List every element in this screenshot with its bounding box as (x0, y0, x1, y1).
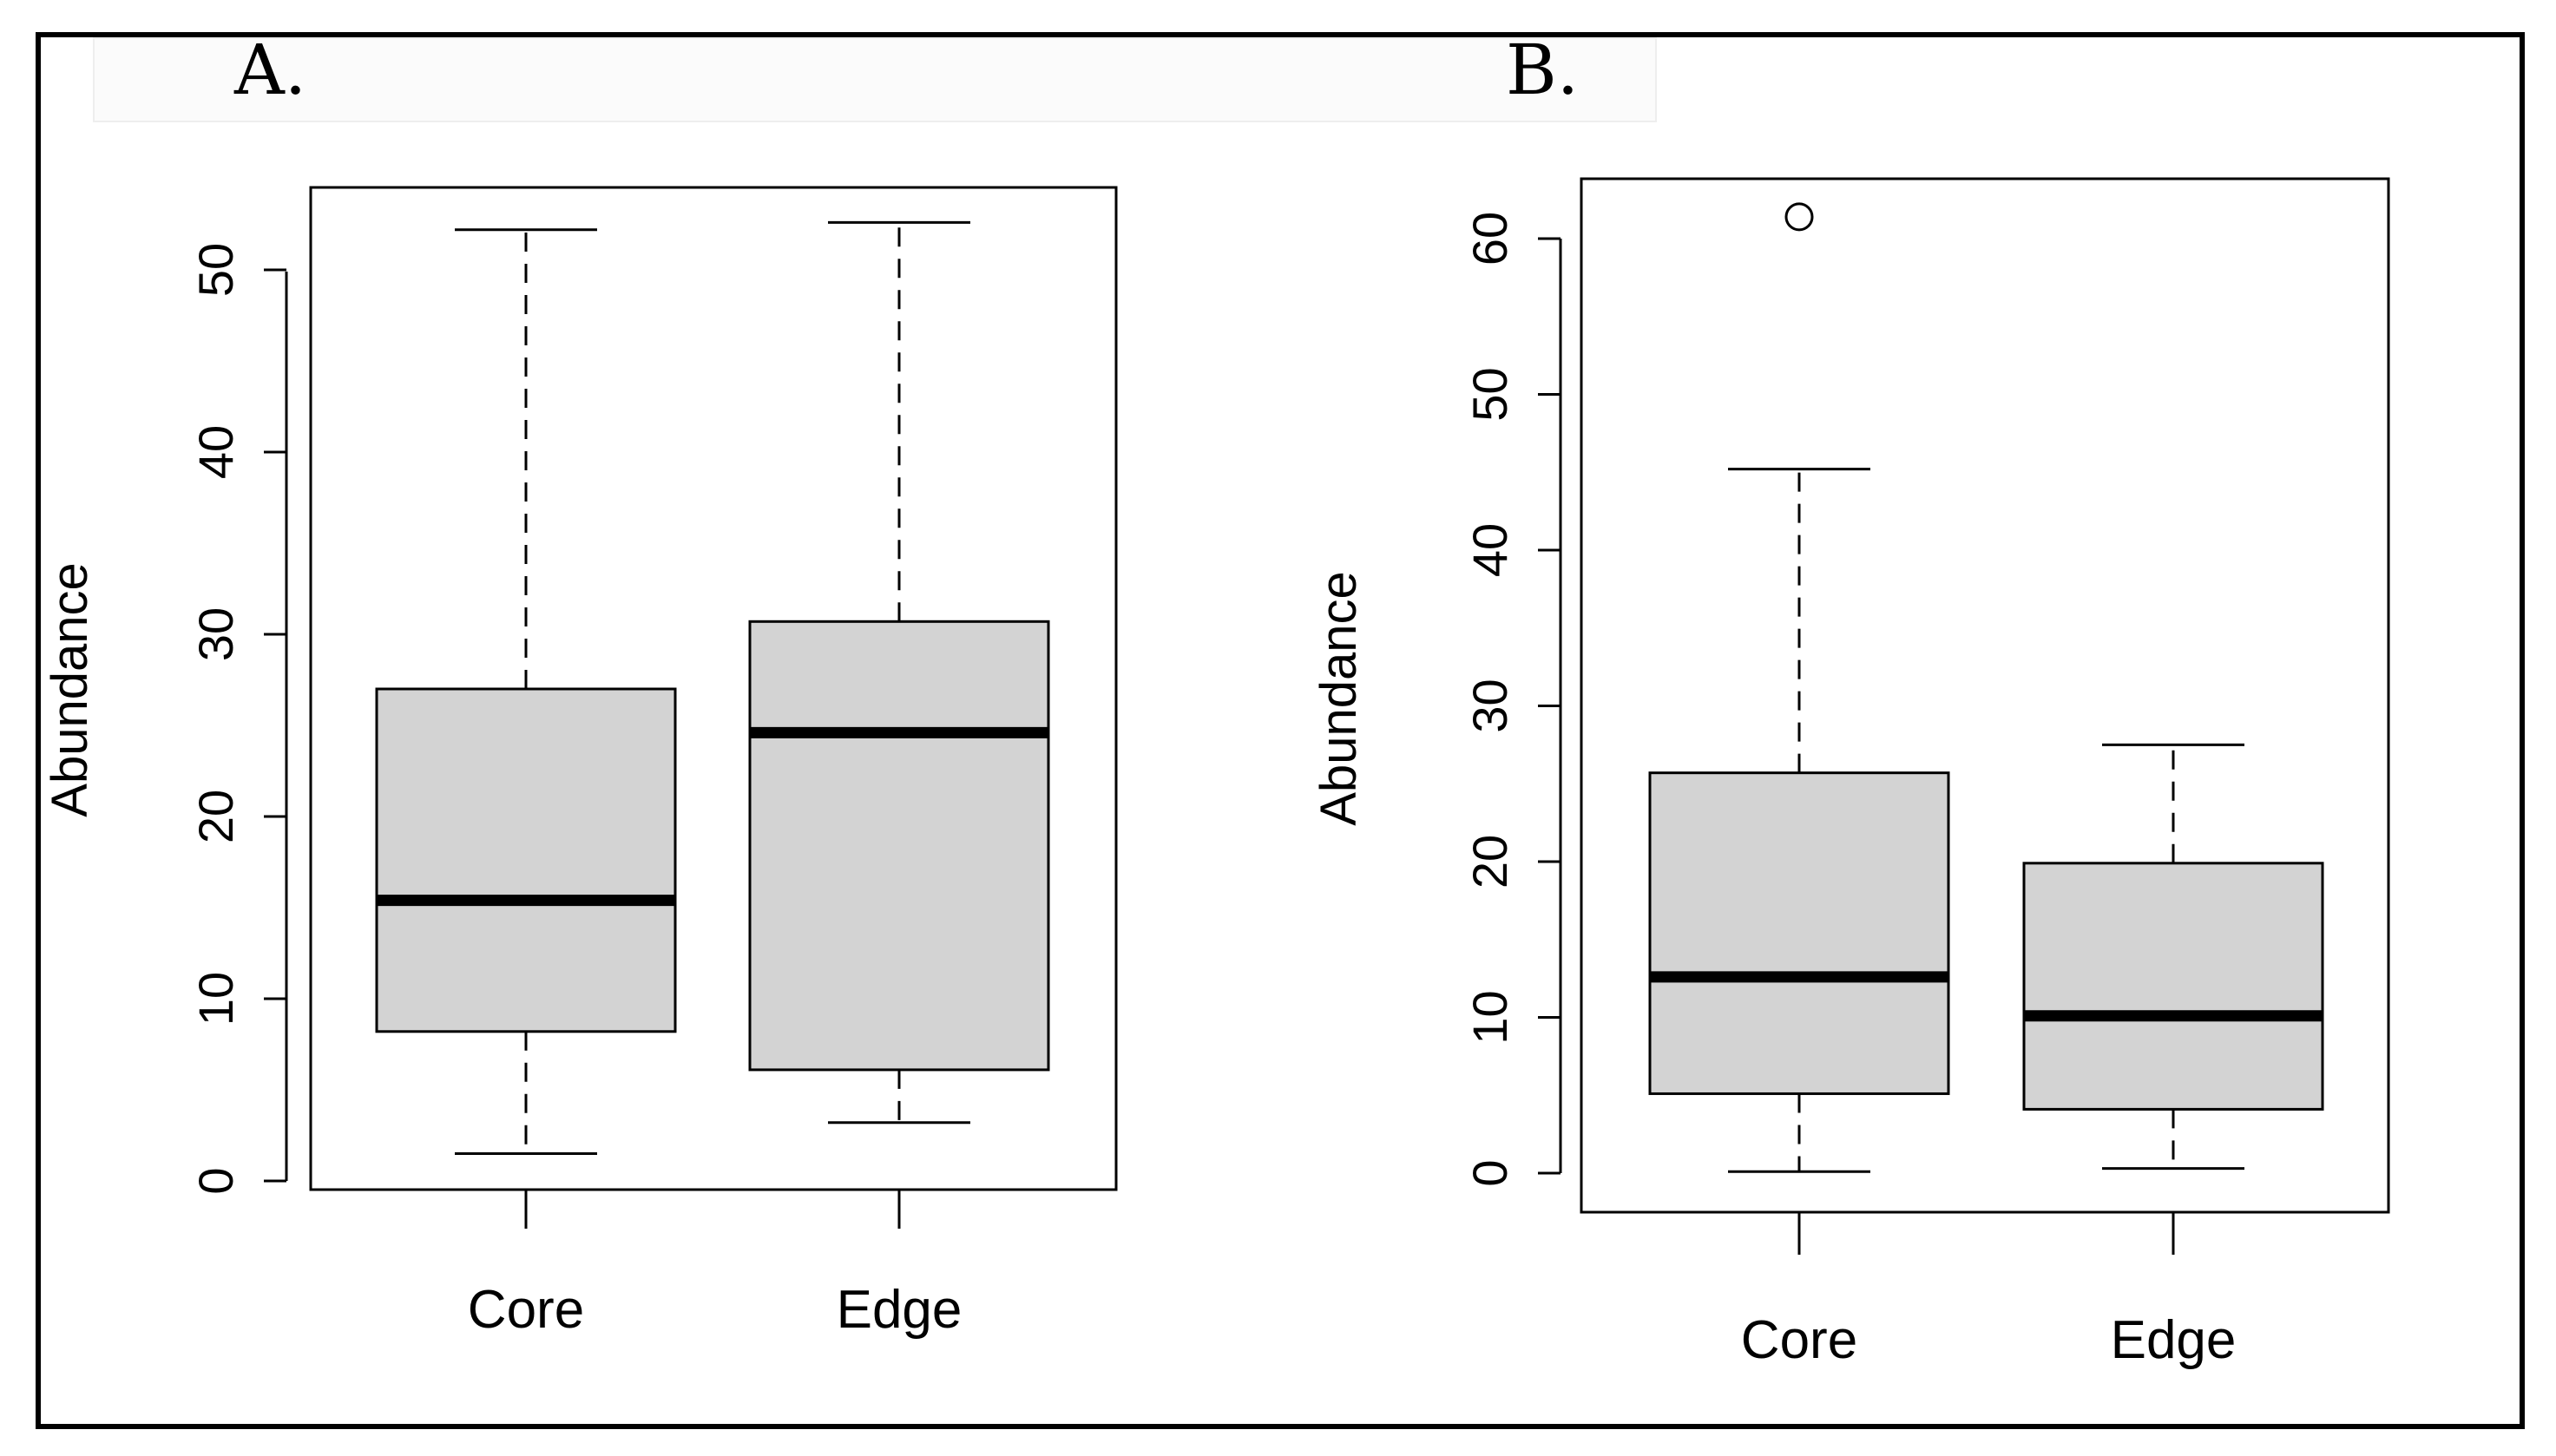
x-category-label: Edge (2111, 1310, 2237, 1370)
y-tick-label: 0 (1462, 1159, 1517, 1186)
y-tick-label: 20 (1462, 835, 1517, 889)
box-core (375, 687, 677, 1033)
x-category-label: Core (1741, 1310, 1857, 1370)
y-tick-label: 10 (188, 972, 243, 1026)
y-tick-label: 50 (1462, 367, 1517, 421)
panel-letter: B. (1506, 30, 1579, 110)
y-tick-label: 30 (188, 607, 243, 661)
y-tick-label: 30 (1462, 679, 1517, 732)
panel-b: B. 0 10 20 30 40 50 60 Abundance Core Edge (1311, 30, 2390, 1370)
y-tick-label: 0 (188, 1167, 243, 1194)
y-tick-label: 10 (1462, 990, 1517, 1044)
y-tick-label: 40 (1462, 523, 1517, 577)
panel-a: A. 0 10 20 30 40 50 Abundance Core Edge (42, 30, 1118, 1340)
outlier-point (1784, 202, 1814, 232)
y-axis-title: Abundance (42, 562, 98, 817)
y-axis-title: Abundance (1311, 571, 1367, 825)
x-category-label: Edge (837, 1280, 963, 1340)
outer-frame (36, 32, 2525, 1429)
y-tick-label: 40 (188, 425, 243, 479)
plot-frame (309, 186, 1118, 1191)
box-edge (748, 620, 1050, 1072)
box-edge (2022, 862, 2324, 1111)
box-core (1648, 771, 1950, 1095)
y-tick-label: 60 (1462, 212, 1517, 266)
x-category-label: Core (468, 1280, 584, 1340)
panel-label-background (93, 37, 1657, 122)
panel-letter: A. (233, 30, 306, 110)
plot-frame (1580, 177, 2390, 1214)
y-tick-label: 20 (188, 790, 243, 843)
y-tick-label: 50 (188, 243, 243, 297)
